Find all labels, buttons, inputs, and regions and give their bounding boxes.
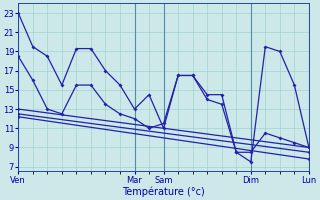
X-axis label: Température (°c): Température (°c) (122, 186, 205, 197)
